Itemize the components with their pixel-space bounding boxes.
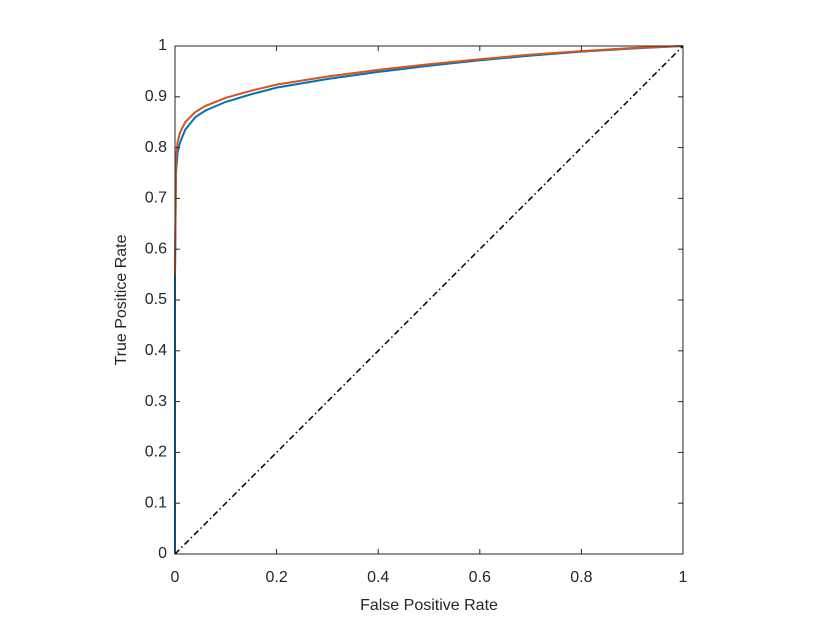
y-axis-label: True Positice Rate [113, 234, 130, 365]
y-tick-label: 0.1 [145, 494, 167, 511]
y-tick-label: 0.5 [145, 291, 167, 308]
y-tick-label: 0.6 [145, 240, 167, 257]
y-tick-label: 1 [158, 37, 167, 54]
x-tick-label: 1 [679, 569, 688, 586]
x-tick-label: 0 [171, 569, 180, 586]
y-tick-label: 0.4 [145, 342, 167, 359]
y-tick-label: 0 [158, 545, 167, 562]
roc-line [174, 45, 684, 275]
roc-line [174, 45, 684, 554]
x-tick-label: 0.8 [570, 569, 592, 586]
y-tick-label: 0.3 [145, 393, 167, 410]
y-tick-label: 0.9 [145, 88, 167, 105]
x-tick-label: 0.2 [265, 569, 287, 586]
x-tick-label: 0.4 [367, 569, 389, 586]
x-tick-label: 0.6 [469, 569, 491, 586]
y-tick-label: 0.8 [145, 139, 167, 156]
x-axis-label: False Positive Rate [360, 597, 498, 614]
y-tick-label: 0.7 [145, 190, 167, 207]
y-tick-label: 0.2 [145, 444, 167, 461]
roc-line [174, 45, 684, 555]
